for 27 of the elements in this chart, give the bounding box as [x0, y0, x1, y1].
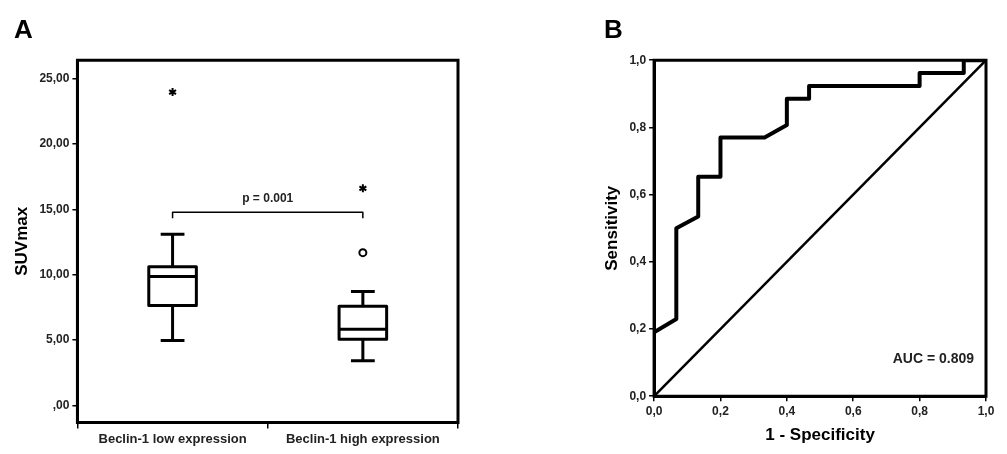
y-tick-label: 0,8: [629, 119, 647, 134]
x-tick-label: 0,0: [645, 403, 663, 418]
y-axis-title: SUVmax: [11, 206, 31, 276]
y-tick-label: 1,0: [629, 52, 647, 67]
y-tick-label: 25,00: [39, 70, 70, 85]
y-tick-label: 0,4: [629, 254, 647, 269]
x-tick-label: 0,8: [911, 403, 929, 418]
y-tick-label: 5,00: [46, 332, 70, 347]
x-tick-label: 0,4: [778, 403, 796, 418]
y-tick-label: 0,6: [629, 186, 647, 201]
x-tick-label: Beclin-1 low expression: [98, 430, 247, 446]
chart-title: A: [13, 13, 34, 46]
y-tick-label: 15,00: [39, 201, 70, 216]
x-tick-label: 0,2: [712, 403, 730, 418]
x-tick-label: 0,6: [844, 403, 862, 418]
x-tick-label: 1,0: [977, 403, 995, 418]
y-tick-label: 10,00: [39, 266, 70, 281]
y-tick-label: 0,2: [629, 321, 647, 336]
chart-title: B: [603, 13, 624, 46]
annotation: p = 0.001: [242, 190, 294, 205]
y-tick-label: 20,00: [39, 136, 70, 151]
y-tick-label: ,00: [52, 397, 70, 412]
annotation: AUC = 0.809: [892, 350, 975, 367]
y-tick-label: 0,0: [629, 388, 647, 403]
x-tick-label: Beclin-1 high expression: [285, 430, 440, 446]
x-axis-title: 1 - Specificity: [765, 425, 876, 445]
y-axis-title: Sensitivity: [601, 185, 621, 271]
